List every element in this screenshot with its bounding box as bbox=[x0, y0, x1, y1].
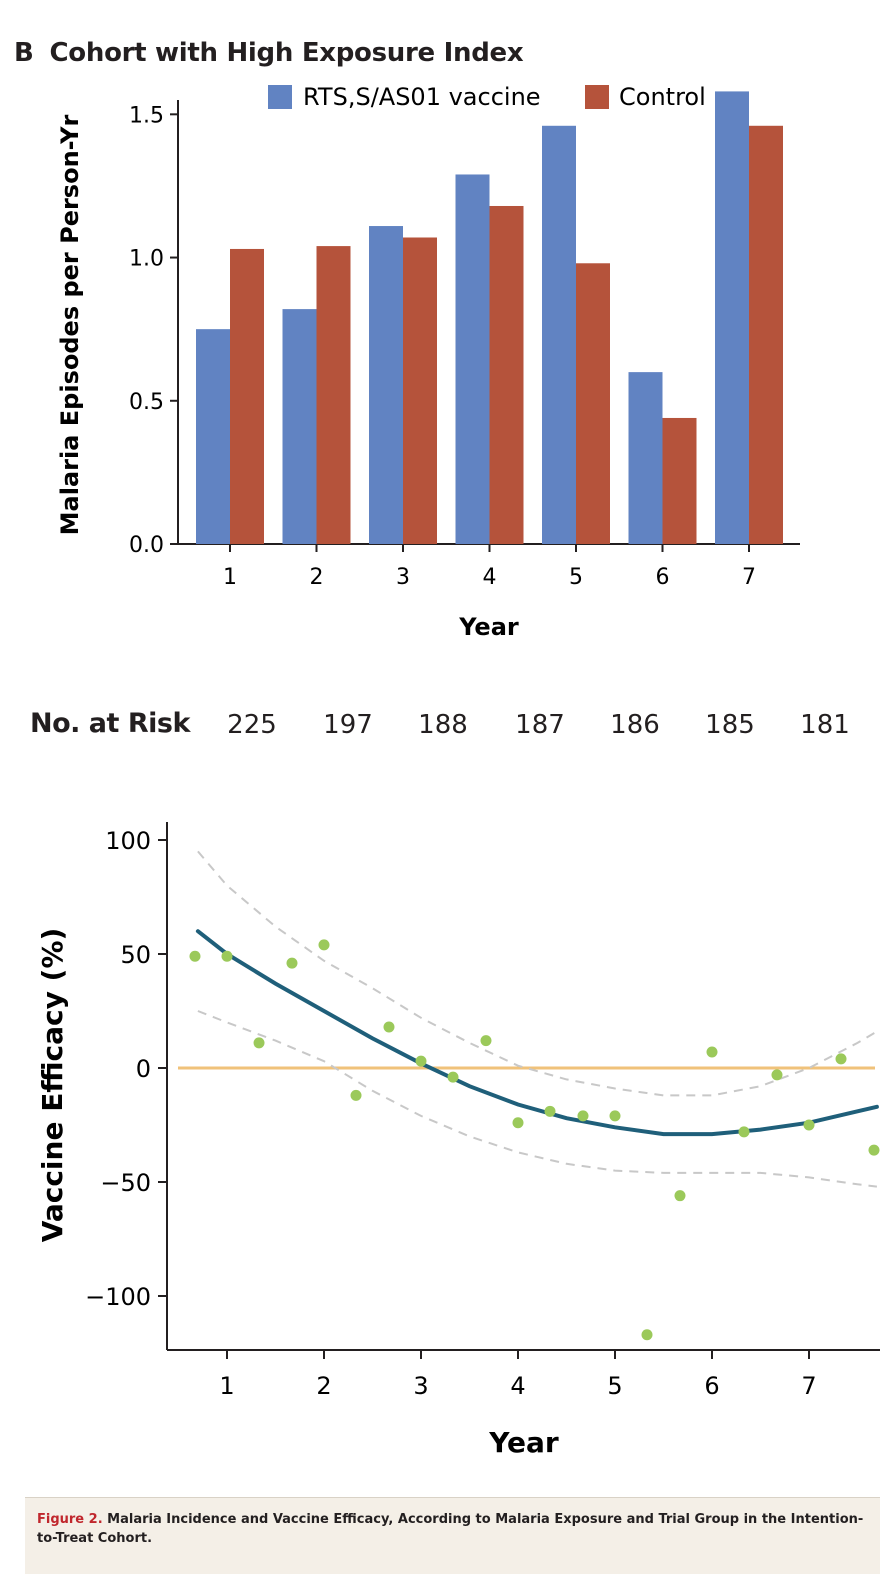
data-point bbox=[480, 1035, 492, 1047]
ci-upper-line bbox=[197, 850, 878, 1097]
x-tick-label: 7 bbox=[801, 1372, 816, 1400]
caption-text: Malaria Incidence and Vaccine Efficacy, … bbox=[37, 1512, 864, 1546]
x-tick-label: 2 bbox=[310, 565, 324, 590]
data-point bbox=[803, 1119, 815, 1131]
legend-swatch bbox=[268, 85, 292, 109]
bar-vaccine bbox=[196, 329, 230, 544]
y-tick-label: 0 bbox=[136, 1055, 151, 1083]
x-axis-title: Year bbox=[488, 1426, 559, 1459]
x-axis-title: Year bbox=[458, 613, 519, 641]
y-tick-label: 50 bbox=[120, 941, 151, 969]
data-point bbox=[577, 1110, 589, 1122]
x-tick-label: 4 bbox=[510, 1372, 525, 1400]
data-point bbox=[835, 1053, 847, 1065]
x-tick-label: 6 bbox=[656, 565, 670, 590]
y-tick-label: −100 bbox=[85, 1283, 151, 1311]
data-point bbox=[544, 1105, 556, 1117]
x-tick-label: 5 bbox=[607, 1372, 622, 1400]
risk-value: 185 bbox=[705, 710, 755, 740]
y-tick-label: 1.0 bbox=[129, 247, 164, 272]
bar-control bbox=[576, 263, 610, 544]
bar-vaccine bbox=[715, 91, 749, 545]
data-point bbox=[641, 1329, 653, 1341]
data-point bbox=[253, 1037, 265, 1049]
x-tick-label: 3 bbox=[413, 1372, 428, 1400]
bar-vaccine bbox=[282, 309, 317, 544]
bar-chart: 0.0 0.5 1.0 1.5 1 2 3 4 5 6 7 Year Malaria Episodes … bbox=[56, 83, 800, 641]
y-tick-label: −50 bbox=[100, 1169, 151, 1197]
data-point bbox=[512, 1117, 524, 1129]
x-tick-label: 5 bbox=[569, 565, 583, 590]
data-point bbox=[738, 1126, 750, 1138]
data-point bbox=[221, 950, 233, 962]
data-point bbox=[318, 939, 330, 951]
panel-letter: B bbox=[14, 38, 34, 68]
bar-control bbox=[403, 237, 437, 545]
y-tick-label: 100 bbox=[105, 827, 151, 855]
x-tick-label: 1 bbox=[219, 1372, 234, 1400]
bar-vaccine bbox=[369, 226, 403, 545]
data-point bbox=[609, 1110, 621, 1122]
data-point bbox=[383, 1021, 395, 1033]
fit-line bbox=[195, 929, 879, 1137]
panel-title-text: Cohort with High Exposure Index bbox=[49, 38, 524, 68]
data-point bbox=[415, 1055, 427, 1067]
x-tick-label: 7 bbox=[742, 565, 756, 590]
data-point bbox=[706, 1046, 718, 1058]
bar-vaccine bbox=[542, 125, 576, 545]
risk-table-label: No. at Risk bbox=[30, 708, 190, 739]
y-axis-title: Malaria Episodes per Person-Yr bbox=[56, 115, 84, 536]
caption-figure-label: Figure 2. bbox=[37, 1512, 103, 1527]
legend-label: Control bbox=[619, 83, 706, 111]
risk-value: 186 bbox=[610, 710, 660, 740]
data-point bbox=[350, 1089, 362, 1101]
data-point bbox=[868, 1144, 880, 1156]
legend-swatch bbox=[585, 85, 609, 109]
bar-vaccine bbox=[455, 174, 490, 544]
x-tick-label: 4 bbox=[483, 565, 497, 590]
y-tick-label: 1.5 bbox=[129, 103, 164, 128]
data-point bbox=[674, 1190, 686, 1202]
data-point bbox=[771, 1069, 783, 1081]
data-point bbox=[189, 950, 201, 962]
risk-value: 187 bbox=[515, 710, 565, 740]
data-point bbox=[286, 957, 298, 969]
legend-label: RTS,S/AS01 vaccine bbox=[303, 83, 541, 111]
x-tick-label: 3 bbox=[396, 565, 410, 590]
risk-table: No. at Risk 225 197 188 187 186 185 181 bbox=[0, 708, 888, 748]
bar-control bbox=[230, 248, 264, 544]
risk-value: 197 bbox=[323, 710, 373, 740]
y-tick-label: 0.5 bbox=[129, 390, 164, 415]
data-point bbox=[447, 1071, 459, 1083]
risk-value: 225 bbox=[227, 710, 277, 740]
ci-lower-line bbox=[197, 1010, 878, 1188]
risk-value: 188 bbox=[418, 710, 468, 740]
risk-value: 181 bbox=[800, 710, 850, 740]
efficacy-chart: 100 50 0 −50 −100 1 2 3 4 5 6 7 Year Vaccine Efficacy… bbox=[36, 822, 880, 1459]
y-axis-title: Vaccine Efficacy (%) bbox=[36, 928, 69, 1243]
bar-control bbox=[662, 417, 697, 544]
figure-caption: Figure 2. Malaria Incidence and Vaccine … bbox=[25, 1497, 880, 1574]
bar-vaccine bbox=[628, 372, 663, 544]
panel-title: B Cohort with High Exposure Index bbox=[14, 38, 524, 68]
x-tick-label: 2 bbox=[316, 1372, 331, 1400]
bar-control bbox=[316, 246, 351, 544]
y-tick-label: 0.0 bbox=[129, 533, 164, 558]
bar-control bbox=[749, 125, 783, 545]
x-tick-label: 6 bbox=[704, 1372, 719, 1400]
bar-control bbox=[489, 205, 524, 544]
x-tick-label: 1 bbox=[223, 565, 237, 590]
